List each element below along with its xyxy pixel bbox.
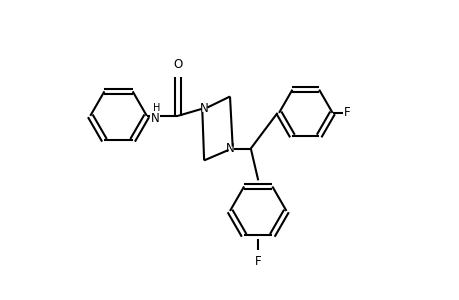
Text: F: F xyxy=(343,106,349,119)
Text: N: N xyxy=(151,112,159,125)
Text: F: F xyxy=(254,255,261,268)
Text: N: N xyxy=(226,142,235,155)
Text: H: H xyxy=(152,103,160,113)
Text: O: O xyxy=(173,58,182,70)
Text: N: N xyxy=(199,103,208,116)
